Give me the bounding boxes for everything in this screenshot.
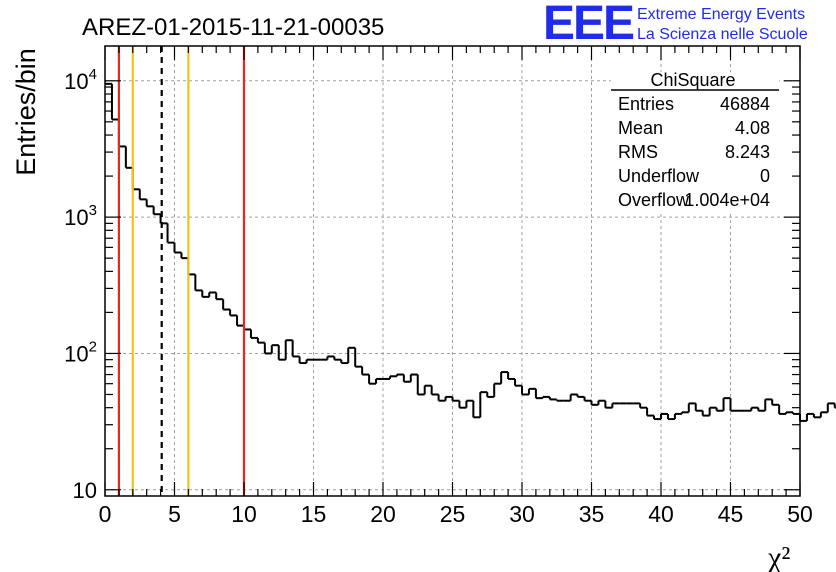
x-tick-label: 0 <box>99 501 112 527</box>
stats-label: Overflow <box>618 190 690 210</box>
x-tick-label: 30 <box>509 501 535 527</box>
logo-line-2: La Scienza nelle Scuole <box>637 26 808 43</box>
y-tick-label: 10 <box>73 478 97 503</box>
x-tick-label: 35 <box>579 501 605 527</box>
x-tick-label: 5 <box>168 501 181 527</box>
threshold-lines <box>117 46 246 496</box>
y-tick-labels: 10 102 103 104 <box>64 66 97 503</box>
y-axis-label: Entries/bin <box>11 48 41 176</box>
x-tick-label: 10 <box>231 501 257 527</box>
logo-line-1: Extreme Energy Events <box>637 6 806 23</box>
stats-box: ChiSquare Entries 46884 Mean 4.08 RMS 8.243 Un… <box>611 70 779 212</box>
x-axis-label: χ² <box>767 541 790 572</box>
x-tick-label: 20 <box>370 501 396 527</box>
grid <box>105 46 800 496</box>
stats-value: 46884 <box>720 94 770 114</box>
stats-box-background <box>611 72 779 212</box>
stats-rows: Entries 46884 Mean 4.08 RMS 8.243 Underflow 0 Ov… <box>618 94 770 210</box>
stats-value: 8.243 <box>725 142 770 162</box>
stats-label: RMS <box>618 142 658 162</box>
run-title: AREZ-01-2015-11-21-00035 <box>82 14 384 41</box>
stats-value: 1.004e+04 <box>684 190 770 210</box>
stats-label: Mean <box>618 118 663 138</box>
x-tick-label: 50 <box>787 501 813 527</box>
histogram-series <box>105 82 836 422</box>
x-tick-labels: 0 5 10 15 20 25 30 35 40 45 50 <box>99 501 813 527</box>
stats-value: 4.08 <box>735 118 770 138</box>
stats-value: 0 <box>760 166 770 186</box>
x-tick-label: 25 <box>440 501 466 527</box>
stats-box-title: ChiSquare <box>650 70 735 90</box>
y-tick-label: 104 <box>64 66 97 94</box>
y-tick-label: 102 <box>64 338 97 366</box>
stats-label: Underflow <box>618 166 700 186</box>
x-tick-label: 40 <box>648 501 674 527</box>
eee-logo: EEE <box>543 0 635 50</box>
x-tick-label: 45 <box>718 501 744 527</box>
stats-label: Entries <box>618 94 674 114</box>
x-tick-label: 15 <box>301 501 327 527</box>
axis-ticks <box>104 46 801 496</box>
y-tick-label: 103 <box>64 202 97 230</box>
